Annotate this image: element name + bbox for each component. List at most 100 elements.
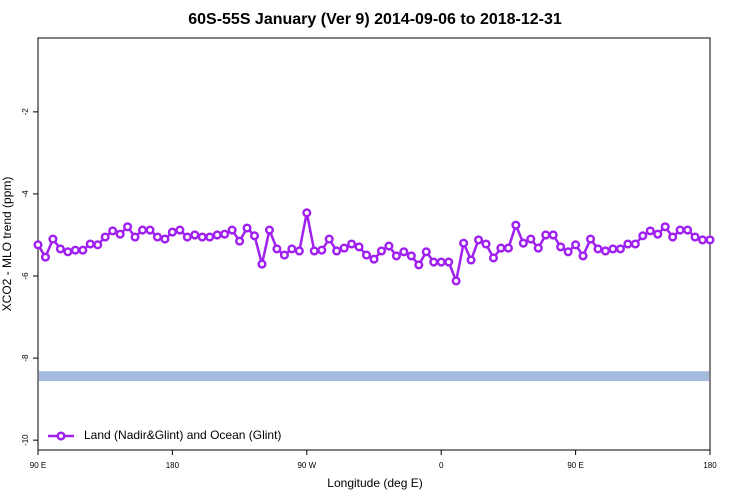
point [235, 236, 245, 246]
point [317, 245, 327, 255]
point [145, 225, 155, 235]
point [526, 234, 536, 244]
point [205, 232, 215, 242]
point [332, 246, 342, 256]
legend-label: Land (Nadir&Glint) and Ocean (Glint) [84, 428, 281, 442]
point [212, 230, 222, 240]
point [302, 208, 312, 218]
point [481, 239, 491, 249]
point [324, 234, 334, 244]
point [85, 239, 95, 249]
point [473, 235, 484, 245]
point [48, 234, 58, 244]
point [242, 223, 252, 233]
point [421, 247, 431, 257]
point [123, 222, 133, 232]
point [414, 260, 424, 270]
point [220, 229, 230, 239]
point [182, 232, 192, 242]
point [264, 225, 275, 235]
x-tick-label: 180 [166, 461, 180, 470]
point [108, 226, 118, 236]
point [361, 250, 372, 260]
point [160, 234, 170, 244]
point [683, 225, 693, 235]
point [197, 232, 207, 242]
point [376, 246, 387, 256]
x-tick-label: 90 E [30, 461, 46, 470]
point [391, 251, 401, 261]
point [638, 231, 648, 241]
y-tick-label: -10 [21, 434, 30, 446]
point [227, 225, 237, 235]
point [287, 244, 297, 254]
point [272, 244, 282, 254]
point [518, 238, 528, 248]
point [130, 232, 140, 242]
point [615, 244, 625, 254]
point [645, 226, 655, 236]
reference-band [39, 371, 709, 382]
point [354, 242, 364, 252]
point [78, 245, 88, 255]
point [459, 238, 469, 248]
point [705, 235, 715, 245]
y-tick-label: -6 [21, 272, 30, 280]
point [257, 259, 267, 269]
point [369, 254, 379, 264]
point [488, 253, 499, 263]
x-tick-label: 0 [439, 461, 444, 470]
legend-marker [56, 431, 66, 441]
point [608, 244, 618, 254]
point [503, 243, 513, 253]
point [444, 257, 454, 267]
point [563, 247, 573, 257]
plot-frame [37, 37, 711, 451]
point [429, 257, 439, 267]
x-axis-label: Longitude (deg E) [327, 476, 422, 490]
point [436, 257, 446, 267]
x-tick-label: 180 [703, 461, 717, 470]
point [175, 225, 185, 235]
point [249, 231, 260, 241]
point [585, 234, 596, 244]
point [115, 229, 125, 239]
point [451, 276, 461, 286]
point [630, 239, 640, 249]
x-tick-label: 90 W [297, 461, 316, 470]
point [384, 241, 394, 251]
point [593, 244, 603, 254]
point [70, 245, 80, 255]
point [556, 242, 566, 252]
y-tick-label: -2 [21, 108, 30, 116]
point [511, 220, 521, 230]
point [533, 243, 543, 253]
point [690, 232, 700, 242]
point [93, 240, 103, 250]
point [399, 247, 409, 257]
point [548, 230, 558, 240]
point [675, 225, 685, 235]
point [294, 246, 304, 256]
point [653, 229, 663, 239]
point [668, 232, 678, 242]
point [466, 255, 476, 265]
point [623, 239, 633, 249]
y-tick-label: -8 [21, 354, 30, 362]
point [496, 243, 506, 253]
point [137, 225, 148, 235]
point [33, 240, 43, 250]
point [279, 250, 289, 260]
point [571, 240, 581, 250]
point [339, 243, 349, 253]
point [190, 230, 200, 240]
point [309, 246, 319, 256]
point [40, 252, 51, 262]
point [167, 227, 177, 237]
point [63, 247, 73, 257]
y-tick-label: -4 [21, 190, 30, 198]
point [100, 232, 110, 242]
point [152, 232, 163, 242]
chart-title: 60S-55S January (Ver 9) 2014-09-06 to 20… [188, 11, 562, 28]
